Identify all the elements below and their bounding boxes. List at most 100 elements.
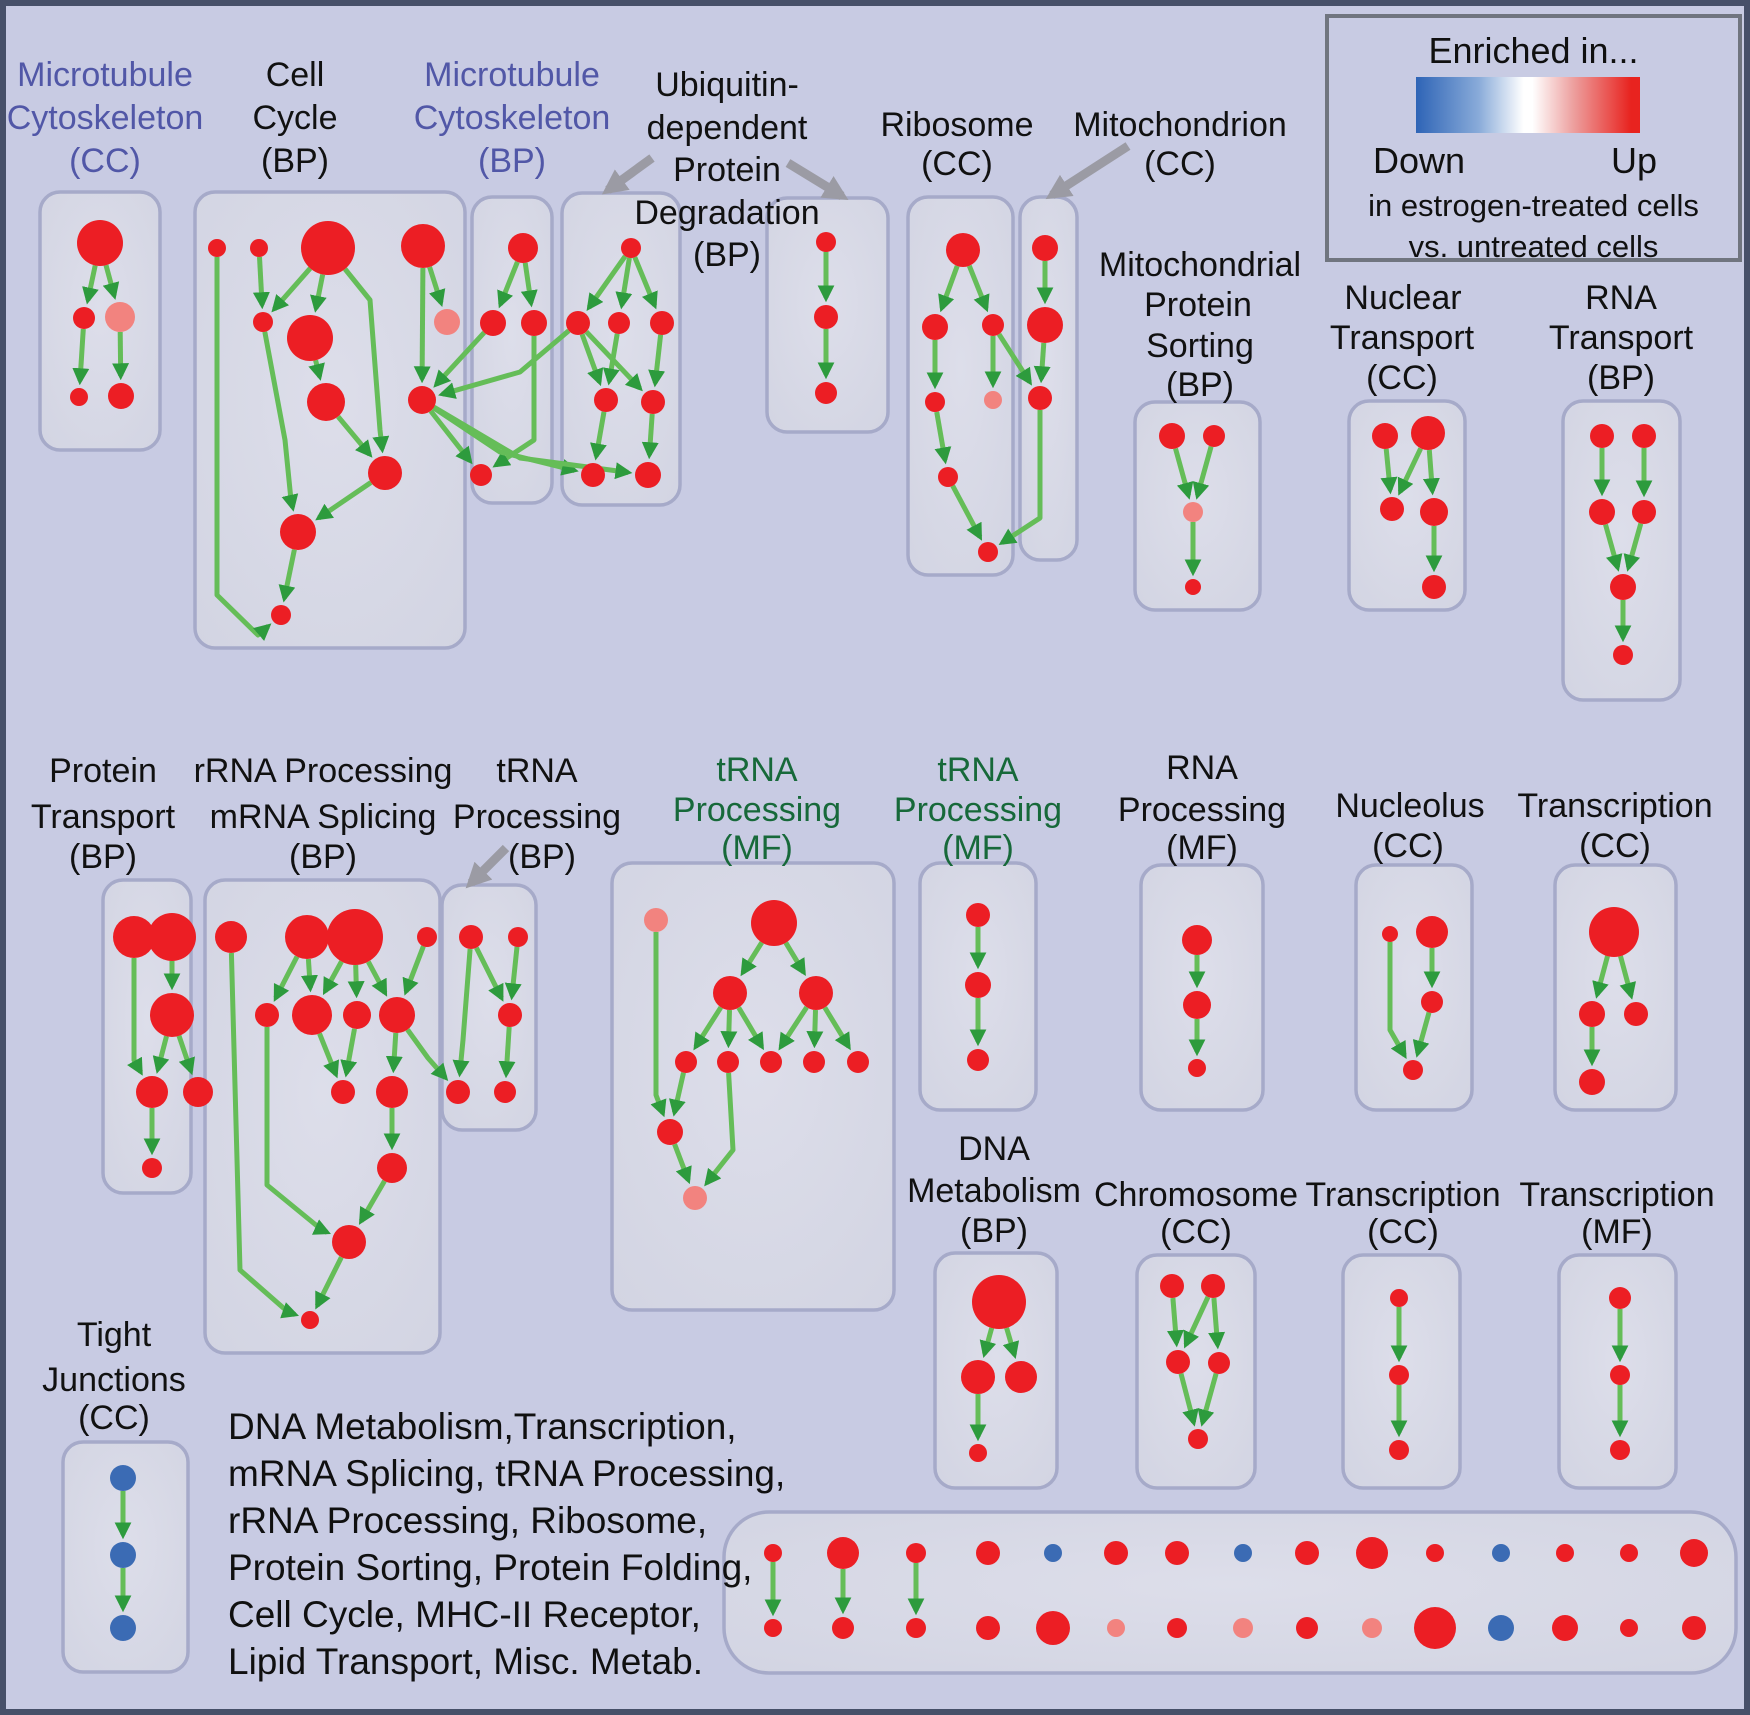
gene-node-ubq1-5 <box>641 390 665 414</box>
layer-labels: Microtubule Cytoskeleton (CC) Cell Cycle (BP)… <box>7 56 1715 1437</box>
gene-node-rrna-11 <box>332 1225 366 1259</box>
gene-node-misc-7 <box>1234 1544 1252 1562</box>
gene-node-trna_bp-2 <box>498 1003 522 1027</box>
relation-edge <box>579 333 604 387</box>
box-ubq1 <box>560 191 682 507</box>
gene-node-ubq1-3 <box>650 311 674 335</box>
gene-node-tight_junc-2 <box>110 1615 136 1641</box>
gene-node-rna_proc_mf-0 <box>1182 925 1212 955</box>
relation-edge <box>317 1032 340 1079</box>
label-rrna-2: (BP) <box>289 838 357 876</box>
relation-edge <box>1623 522 1644 572</box>
relation-edge <box>1380 448 1398 495</box>
gene-node-ribosome-1 <box>922 314 948 340</box>
gene-node-misc-18 <box>976 1616 1000 1640</box>
gene-node-rrna-2 <box>327 909 383 965</box>
gene-node-cell_cycle-10 <box>271 605 291 625</box>
relation-edge <box>996 332 1032 386</box>
label-mito_sort-0: Mitochondrial <box>1099 246 1301 284</box>
gene-node-ubq1-6 <box>581 463 605 487</box>
label-cell_cycle-2: (BP) <box>261 142 329 180</box>
relation-edge <box>385 1032 403 1074</box>
gene-node-misc-19 <box>1036 1611 1070 1645</box>
gene-node-dna_metab-3 <box>969 1444 987 1462</box>
label-trna_mf1-0: tRNA <box>716 751 798 789</box>
gene-node-misc-13 <box>1620 1544 1638 1562</box>
label-nucleolus-0: Nucleolus <box>1335 787 1484 825</box>
label-mt_cc-1: Cytoskeleton <box>7 99 204 137</box>
relation-edge <box>228 952 300 1319</box>
relation-edge <box>347 964 365 999</box>
gene-node-trans_cc2-0 <box>1390 1289 1408 1307</box>
gene-node-trna_bp-1 <box>508 927 528 947</box>
relation-edge <box>938 265 960 313</box>
label-chromosome-1: (CC) <box>1160 1213 1232 1251</box>
gene-node-misc-2 <box>906 1543 926 1563</box>
label-ubq1-0: Ubiquitin- <box>655 66 799 104</box>
box-nuc_trans <box>1347 399 1467 612</box>
gene-node-nuc_trans-4 <box>1422 575 1446 599</box>
relation-edge <box>428 409 473 465</box>
gene-node-tight_junc-0 <box>110 1465 136 1491</box>
box-trna_mf1 <box>610 861 896 1312</box>
gene-node-rrna-7 <box>379 997 415 1033</box>
label-rrna-1: mRNA Splicing <box>210 798 437 836</box>
label-trna_bp-2: (BP) <box>508 838 576 876</box>
gene-node-rrna-10 <box>377 1153 407 1183</box>
gene-node-ubq2-0 <box>816 232 836 252</box>
box-dna_metab <box>933 1251 1059 1490</box>
legend-up-label: Up <box>1610 140 1658 181</box>
relation-edge <box>934 411 952 465</box>
ubiquitin-right-arrow-icon <box>785 159 849 200</box>
gene-node-trans_cc-2 <box>1624 1002 1648 1026</box>
box-ribosome <box>906 195 1015 577</box>
box-misc <box>722 1510 1738 1675</box>
gene-node-trna_bp-4 <box>494 1081 516 1103</box>
gene-node-ribosome-0 <box>946 233 980 267</box>
gene-node-ribosome-3 <box>925 392 945 412</box>
gene-node-rna_trans-4 <box>1610 574 1636 600</box>
gene-node-rna_proc_mf-1 <box>1183 991 1211 1019</box>
label-trna_bp-0: tRNA <box>496 752 578 790</box>
gene-node-misc-28 <box>1620 1619 1638 1637</box>
relation-edge <box>693 1005 724 1051</box>
label-trans_cc2-0: Transcription <box>1305 1176 1500 1214</box>
gene-node-misc-25 <box>1414 1607 1456 1649</box>
gene-node-misc-11 <box>1492 1544 1510 1562</box>
gene-node-mt_cc-1 <box>73 307 95 329</box>
box-chromosome <box>1135 1253 1257 1490</box>
gene-node-misc-17 <box>906 1618 926 1638</box>
gene-node-cell_cycle-0 <box>208 239 226 257</box>
gene-node-rrna-12 <box>301 1311 319 1329</box>
gene-node-trna_mf2-1 <box>965 972 991 998</box>
layer-nodes <box>70 220 1708 1649</box>
legend-caption-line2: vs. untreated cells <box>1408 229 1659 264</box>
gene-node-trans_cc2-1 <box>1389 1365 1409 1385</box>
relation-edge <box>950 484 983 541</box>
gene-node-mito-0 <box>1032 235 1058 261</box>
layer-pointer-arrows <box>465 142 1131 889</box>
gene-node-rrna-5 <box>292 995 332 1035</box>
relation-edge <box>452 948 473 1078</box>
relation-edge <box>669 1072 686 1117</box>
label-ribosome-1: (CC) <box>921 145 993 183</box>
gene-node-ubq1-7 <box>635 462 661 488</box>
relation-edge <box>366 960 388 997</box>
relation-edge <box>413 267 431 384</box>
label-trans_cc-1: (CC) <box>1579 827 1651 865</box>
relation-edge <box>740 941 764 977</box>
gene-node-rna_trans-1 <box>1632 424 1656 448</box>
label-ribosome-0: Ribosome <box>880 106 1033 144</box>
relation-edge <box>1197 1372 1219 1427</box>
relation-edge <box>1192 445 1214 500</box>
gene-node-nuc_trans-1 <box>1411 416 1445 450</box>
gene-node-trna_mf1-0 <box>644 908 668 932</box>
relation-edge <box>310 274 327 313</box>
gene-node-misc-10 <box>1426 1544 1444 1562</box>
gene-node-trna_mf1-1 <box>751 900 797 946</box>
label-rna_trans-0: RNA <box>1585 279 1657 317</box>
gene-node-trans_cc-1 <box>1579 1001 1605 1027</box>
relation-edge <box>271 266 313 313</box>
gene-node-trans_mf-2 <box>1610 1440 1630 1460</box>
